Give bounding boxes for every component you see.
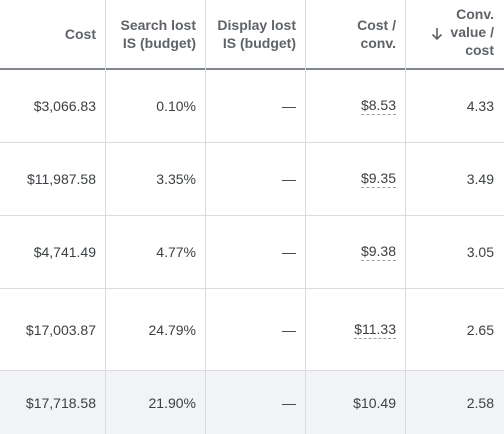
cell-search-lost: 0.10% bbox=[156, 98, 196, 114]
header-label-search-lost: Search lost IS (budget) bbox=[120, 17, 196, 51]
table-row: $4,741.49 4.77% — $9.38 3.05 bbox=[0, 216, 504, 289]
cell-search-lost: 3.35% bbox=[156, 171, 196, 187]
cell-cost: $3,066.83 bbox=[33, 98, 96, 114]
cost-per-conv-value[interactable]: $9.38 bbox=[360, 243, 396, 261]
cell-cost-per-conv[interactable]: $9.35 bbox=[306, 143, 406, 215]
cell-display-lost: — bbox=[282, 244, 296, 260]
column-header-conv-value-per-cost[interactable]: Conv. value / cost bbox=[406, 0, 504, 68]
table-row: $3,066.83 0.10% — $8.53 4.33 bbox=[0, 70, 504, 143]
column-header-cost-per-conv[interactable]: Cost / conv. bbox=[306, 0, 406, 68]
cell-display-lost: — bbox=[282, 98, 296, 114]
arrow-down-icon bbox=[431, 27, 443, 45]
cell-cost-per-conv[interactable]: $9.38 bbox=[306, 216, 406, 288]
total-search-lost: 21.90% bbox=[148, 394, 196, 411]
column-header-search-lost-is-budget[interactable]: Search lost IS (budget) bbox=[106, 0, 206, 68]
column-divider bbox=[105, 0, 106, 434]
cell-cost: $11,987.58 bbox=[26, 171, 96, 187]
cell-search-lost: 24.79% bbox=[148, 321, 196, 338]
cell-conv-value-per-cost: 3.49 bbox=[466, 171, 494, 187]
cell-cost: $4,741.49 bbox=[33, 244, 96, 260]
header-label-cost-per-conv: Cost / conv. bbox=[357, 17, 396, 51]
total-row: $17,718.58 21.90% — $10.49 2.58 bbox=[0, 371, 504, 434]
cost-per-conv-value[interactable]: $11.33 bbox=[354, 320, 396, 339]
cell-cost: $17,003.87 bbox=[25, 321, 96, 338]
cell-display-lost: — bbox=[282, 321, 296, 338]
cost-per-conv-value[interactable]: $9.35 bbox=[360, 170, 396, 188]
total-cost: $17,718.58 bbox=[25, 394, 96, 411]
column-header-display-lost-is-budget[interactable]: Display lost IS (budget) bbox=[206, 0, 306, 68]
cell-cost-per-conv[interactable]: $11.33 bbox=[306, 289, 406, 370]
header-label-cost: Cost bbox=[64, 26, 96, 42]
total-display-lost: — bbox=[282, 394, 296, 411]
total-cost-per-conv: $10.49 bbox=[353, 394, 396, 411]
column-divider bbox=[305, 0, 306, 434]
header-label-conv-value-per-cost: Conv. value / cost bbox=[450, 6, 494, 58]
column-divider bbox=[205, 0, 206, 434]
cell-search-lost: 4.77% bbox=[156, 244, 196, 260]
cell-conv-value-per-cost: 4.33 bbox=[466, 98, 494, 114]
table-row: $11,987.58 3.35% — $9.35 3.49 bbox=[0, 143, 504, 216]
cell-cost-per-conv[interactable]: $8.53 bbox=[306, 70, 406, 142]
cell-display-lost: — bbox=[282, 171, 296, 187]
column-header-cost[interactable]: Cost bbox=[0, 0, 106, 68]
table-header: Cost Search lost IS (budget) Display lost… bbox=[0, 0, 504, 70]
cell-conv-value-per-cost: 3.05 bbox=[466, 244, 494, 260]
cell-conv-value-per-cost: 2.65 bbox=[466, 321, 494, 338]
cost-per-conv-value[interactable]: $8.53 bbox=[360, 97, 396, 115]
header-label-display-lost: Display lost IS (budget) bbox=[217, 17, 296, 51]
column-divider bbox=[405, 0, 406, 434]
total-conv-value-per-cost: 2.58 bbox=[466, 394, 494, 411]
table-row: $17,003.87 24.79% — $11.33 2.65 bbox=[0, 289, 504, 371]
